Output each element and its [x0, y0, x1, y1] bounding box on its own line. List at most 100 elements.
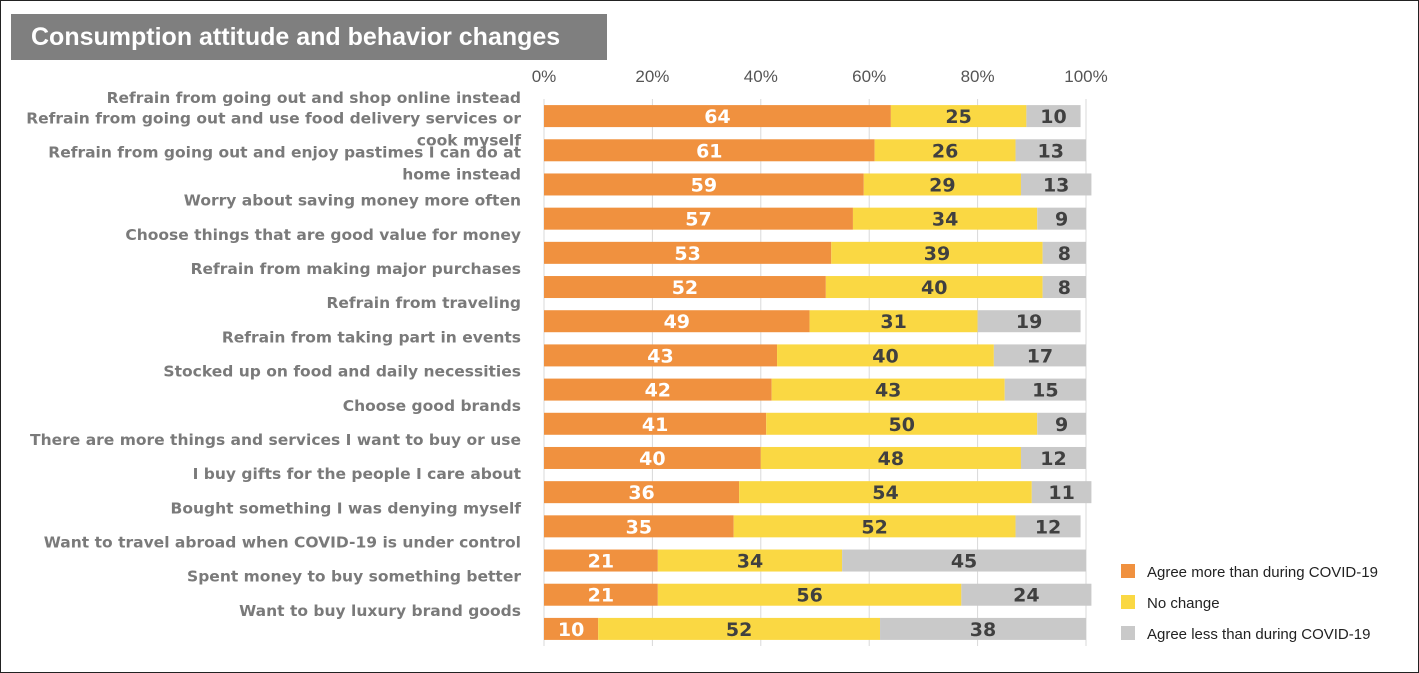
category-label: Bought something I was denying myself	[171, 499, 522, 517]
data-label: 50	[888, 414, 914, 436]
data-label: 9	[1055, 414, 1068, 436]
data-label: 52	[861, 516, 887, 538]
data-label: 39	[924, 243, 950, 265]
category-label-line: Stocked up on food and daily necessities	[163, 363, 521, 381]
legend-label: Agree more than during COVID-19	[1147, 564, 1378, 581]
legend-label: No change	[1147, 595, 1220, 612]
category-label: Choose things that are good value for mo…	[125, 226, 521, 244]
category-label: Want to buy luxury brand goods	[239, 602, 521, 620]
bar-segment	[733, 515, 1016, 538]
bar-segment	[544, 515, 734, 538]
category-label-line: Refrain from traveling	[326, 294, 521, 312]
bar-segment	[863, 173, 1021, 196]
bar-segment	[1015, 515, 1081, 538]
category-label-line: Choose good brands	[343, 397, 521, 415]
bar-segment	[1037, 207, 1086, 230]
category-label: Refrain from going out and shop online i…	[107, 89, 521, 107]
bar-segment	[1020, 446, 1086, 469]
data-label: 40	[872, 345, 898, 367]
bar-segment	[771, 378, 1005, 401]
category-label-line: cook myself	[417, 131, 521, 149]
data-label: 8	[1058, 243, 1071, 265]
chart-title: Consumption attitude and behavior change…	[11, 14, 607, 60]
data-label: 31	[880, 311, 906, 333]
bar-segment	[657, 549, 843, 572]
bar-segment	[1031, 481, 1092, 504]
data-label: 59	[691, 174, 717, 196]
data-label: 19	[1016, 311, 1042, 333]
bar-segment	[544, 412, 767, 435]
legend-swatch	[1121, 626, 1135, 640]
category-label: I buy gifts for the people I care about	[193, 465, 522, 483]
category-label: There are more things and services I wan…	[30, 431, 521, 449]
bar-segment	[1004, 378, 1086, 401]
bar-segment	[657, 583, 962, 606]
bar-segment	[1037, 412, 1086, 435]
bar-segment	[1015, 139, 1086, 162]
data-label: 34	[737, 551, 763, 573]
category-label: Stocked up on food and daily necessities	[163, 363, 521, 381]
category-label-line: There are more things and services I wan…	[30, 431, 521, 449]
bar-segment	[544, 105, 891, 128]
category-label: Refrain from making major purchases	[191, 260, 521, 278]
data-label: 21	[588, 551, 614, 573]
data-label: 12	[1040, 448, 1066, 470]
data-label: 15	[1032, 380, 1058, 402]
data-label: 24	[1013, 585, 1039, 607]
data-label: 56	[796, 585, 822, 607]
bar-segment	[739, 481, 1032, 504]
data-label: 26	[932, 140, 958, 162]
bar-segment	[544, 617, 599, 640]
bar-segment	[1042, 276, 1086, 299]
data-label: 10	[558, 619, 584, 641]
category-label: Refrain from taking part in events	[222, 328, 521, 346]
category-label: Refrain from going out and enjoy pastime…	[48, 143, 521, 183]
data-label: 43	[875, 380, 901, 402]
data-label: 61	[696, 140, 722, 162]
bar-segment	[1020, 173, 1092, 196]
bar-segment	[544, 446, 761, 469]
data-label: 54	[872, 482, 898, 504]
bar-segment	[544, 173, 864, 196]
data-label: 12	[1035, 516, 1061, 538]
x-tick-label: 60%	[852, 67, 886, 86]
data-label: 43	[647, 345, 673, 367]
bar-segment	[809, 310, 978, 333]
category-label-line: home instead	[402, 165, 521, 183]
category-label: Refrain from going out and use food deli…	[26, 109, 521, 149]
bar-segment	[598, 617, 881, 640]
bar-segment	[766, 412, 1038, 435]
category-label-line: Want to travel abroad when COVID-19 is u…	[44, 534, 521, 552]
category-label-line: Spent money to buy something better	[187, 568, 521, 586]
data-label: 49	[664, 311, 690, 333]
data-label: 11	[1048, 482, 1074, 504]
bar-segment	[852, 207, 1038, 230]
bar-segment	[831, 241, 1043, 264]
category-label-line: Refrain from making major purchases	[191, 260, 521, 278]
bar-segment	[760, 446, 1021, 469]
bar-segment	[544, 276, 826, 299]
bar-segment	[1026, 105, 1081, 128]
data-label: 25	[945, 106, 971, 128]
bar-segment	[880, 617, 1086, 640]
data-label: 38	[970, 619, 996, 641]
data-label: 8	[1058, 277, 1071, 299]
bar-segment	[544, 207, 853, 230]
bar-segment	[544, 344, 778, 367]
data-label: 53	[674, 243, 700, 265]
bar-segment	[977, 310, 1081, 333]
category-label-line: Refrain from going out and shop online i…	[107, 89, 521, 107]
data-label: 40	[639, 448, 665, 470]
data-label: 13	[1038, 140, 1064, 162]
bar-segment	[544, 310, 810, 333]
category-label-line: Refrain from taking part in events	[222, 328, 521, 346]
x-tick-label: 0%	[532, 67, 557, 86]
data-label: 10	[1040, 106, 1066, 128]
category-label-line: Want to buy luxury brand goods	[239, 602, 521, 620]
bar-segment	[544, 378, 772, 401]
data-label: 35	[626, 516, 652, 538]
bar-segment	[1042, 241, 1086, 264]
category-label-line: Bought something I was denying myself	[171, 499, 522, 517]
legend-swatch	[1121, 595, 1135, 609]
